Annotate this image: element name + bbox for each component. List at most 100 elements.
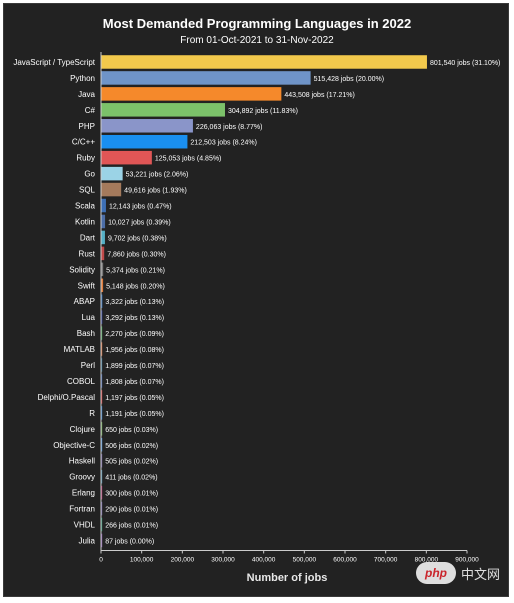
category-label: Java: [78, 90, 95, 99]
bar: [101, 422, 103, 436]
data-labels-group: 801,540 jobs (31.10%) 515,428 jobs (20.00…: [105, 60, 500, 545]
data-label: 506 jobs (0.02%): [105, 443, 158, 450]
data-label: 304,892 jobs (11.83%): [228, 108, 298, 115]
bar: [101, 406, 103, 420]
bar: [101, 438, 103, 452]
bar: [101, 166, 123, 181]
x-axis-title: Number of jobs: [246, 572, 328, 584]
data-label: 1,197 jobs (0.05%): [105, 395, 164, 402]
data-label: 10,027 jobs (0.39%): [108, 219, 171, 226]
data-label: 212,503 jobs (8.24%): [190, 140, 257, 147]
bar: [101, 358, 103, 372]
category-label: PHP: [79, 122, 95, 131]
data-label: 1,956 jobs (0.08%): [105, 347, 164, 354]
bar: [101, 262, 104, 277]
category-label: Dart: [80, 233, 96, 242]
php-logo: php: [416, 562, 456, 584]
data-label: 49,616 jobs (1.93%): [124, 188, 187, 195]
category-label: Clojure: [70, 425, 96, 434]
data-label: 9,702 jobs (0.38%): [108, 235, 167, 242]
data-label: 53,221 jobs (2.06%): [126, 172, 189, 179]
category-label: C#: [85, 106, 96, 115]
category-label: Groovy: [69, 473, 95, 482]
bar: [101, 119, 193, 133]
bar: [101, 517, 103, 532]
x-axis-group: 0 100,000 200,000 300,000 400,000 500,000 600,…: [99, 52, 479, 563]
category-label: Kotlin: [75, 217, 95, 226]
x-tick-label: 900,000: [455, 556, 479, 563]
bar: [101, 294, 103, 308]
bar: [101, 182, 122, 197]
data-label: 300 jobs (0.01%): [105, 491, 158, 498]
bar: [101, 230, 105, 245]
bar: [101, 533, 103, 548]
x-tick-label: 300,000: [211, 556, 235, 563]
bar: [101, 342, 103, 356]
bar: [101, 134, 188, 149]
data-label: 1,191 jobs (0.05%): [105, 411, 164, 418]
data-label: 1,899 jobs (0.07%): [105, 363, 164, 370]
data-label: 12,143 jobs (0.47%): [109, 204, 172, 211]
data-label: 5,374 jobs (0.21%): [106, 267, 165, 274]
chart-panel: Most Demanded Programming Languages in 2…: [3, 3, 509, 597]
bar: [101, 453, 103, 468]
category-label: Python: [70, 74, 95, 83]
category-label: Bash: [77, 329, 95, 338]
category-label: ABAP: [74, 297, 95, 306]
category-label: Erlang: [72, 489, 95, 498]
data-label: 290 jobs (0.01%): [105, 507, 158, 514]
category-label: Haskell: [69, 457, 95, 466]
bar: [101, 198, 106, 213]
category-label: Go: [84, 170, 95, 179]
data-label: 801,540 jobs (31.10%): [430, 60, 500, 67]
category-label: Lua: [82, 313, 96, 322]
category-label: JavaScript / TypeScript: [13, 58, 95, 67]
category-label: Scala: [75, 202, 96, 211]
data-label: 3,322 jobs (0.13%): [105, 299, 164, 306]
watermark: php 中文网: [416, 562, 500, 584]
chart-subtitle: From 01-Oct-2021 to 31-Nov-2022: [180, 35, 334, 46]
x-tick-label: 200,000: [171, 556, 195, 563]
category-label: Delphi/O.Pascal: [38, 393, 96, 402]
x-tick-label: 0: [99, 556, 103, 563]
bars-group: [101, 55, 427, 548]
data-label: 505 jobs (0.02%): [105, 459, 158, 466]
data-label: 515,428 jobs (20.00%): [314, 76, 384, 83]
bar: [101, 103, 225, 117]
category-label: C/C++: [72, 138, 95, 147]
bar: [101, 310, 103, 324]
data-label: 3,292 jobs (0.13%): [105, 315, 164, 322]
data-label: 411 jobs (0.02%): [105, 475, 157, 482]
bar: [101, 326, 103, 340]
bar: [101, 87, 282, 101]
bar-chart-plot: JavaScript / TypeScript Python Java C# PHP C/…: [13, 52, 500, 563]
category-label: COBOL: [67, 377, 96, 386]
category-label: SQL: [79, 186, 96, 195]
category-labels-group: JavaScript / TypeScript Python Java C# PHP C/…: [13, 58, 95, 545]
bar: [101, 71, 311, 85]
x-tick-label: 800,000: [415, 556, 439, 563]
category-label: Perl: [81, 361, 95, 370]
category-label: Ruby: [76, 154, 95, 163]
bar: [101, 485, 103, 500]
bar: [101, 246, 105, 261]
data-label: 443,508 jobs (17.21%): [284, 92, 354, 99]
category-label: Rust: [79, 249, 96, 258]
bar: [101, 55, 427, 69]
category-label: Fortran: [69, 505, 95, 514]
data-label: 125,053 jobs (4.85%): [155, 156, 222, 163]
bar: [101, 390, 103, 404]
data-label: 5,148 jobs (0.20%): [106, 283, 165, 290]
data-label: 1,808 jobs (0.07%): [105, 379, 164, 386]
data-label: 650 jobs (0.03%): [105, 427, 158, 434]
category-label: Swift: [78, 281, 96, 290]
x-tick-label: 400,000: [252, 556, 276, 563]
category-label: Objective-C: [53, 441, 95, 450]
category-label: R: [89, 409, 95, 418]
chart-title: Most Demanded Programming Languages in 2…: [102, 16, 412, 31]
watermark-site-text: 中文网: [461, 566, 501, 582]
category-label: Solidity: [69, 265, 95, 274]
bar: [101, 214, 106, 229]
x-tick-label: 100,000: [130, 556, 154, 563]
bar: [101, 501, 103, 516]
